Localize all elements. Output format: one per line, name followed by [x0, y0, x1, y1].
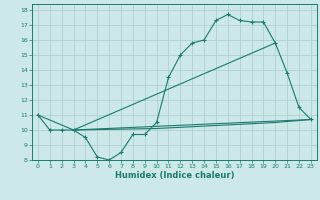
X-axis label: Humidex (Indice chaleur): Humidex (Indice chaleur): [115, 171, 234, 180]
